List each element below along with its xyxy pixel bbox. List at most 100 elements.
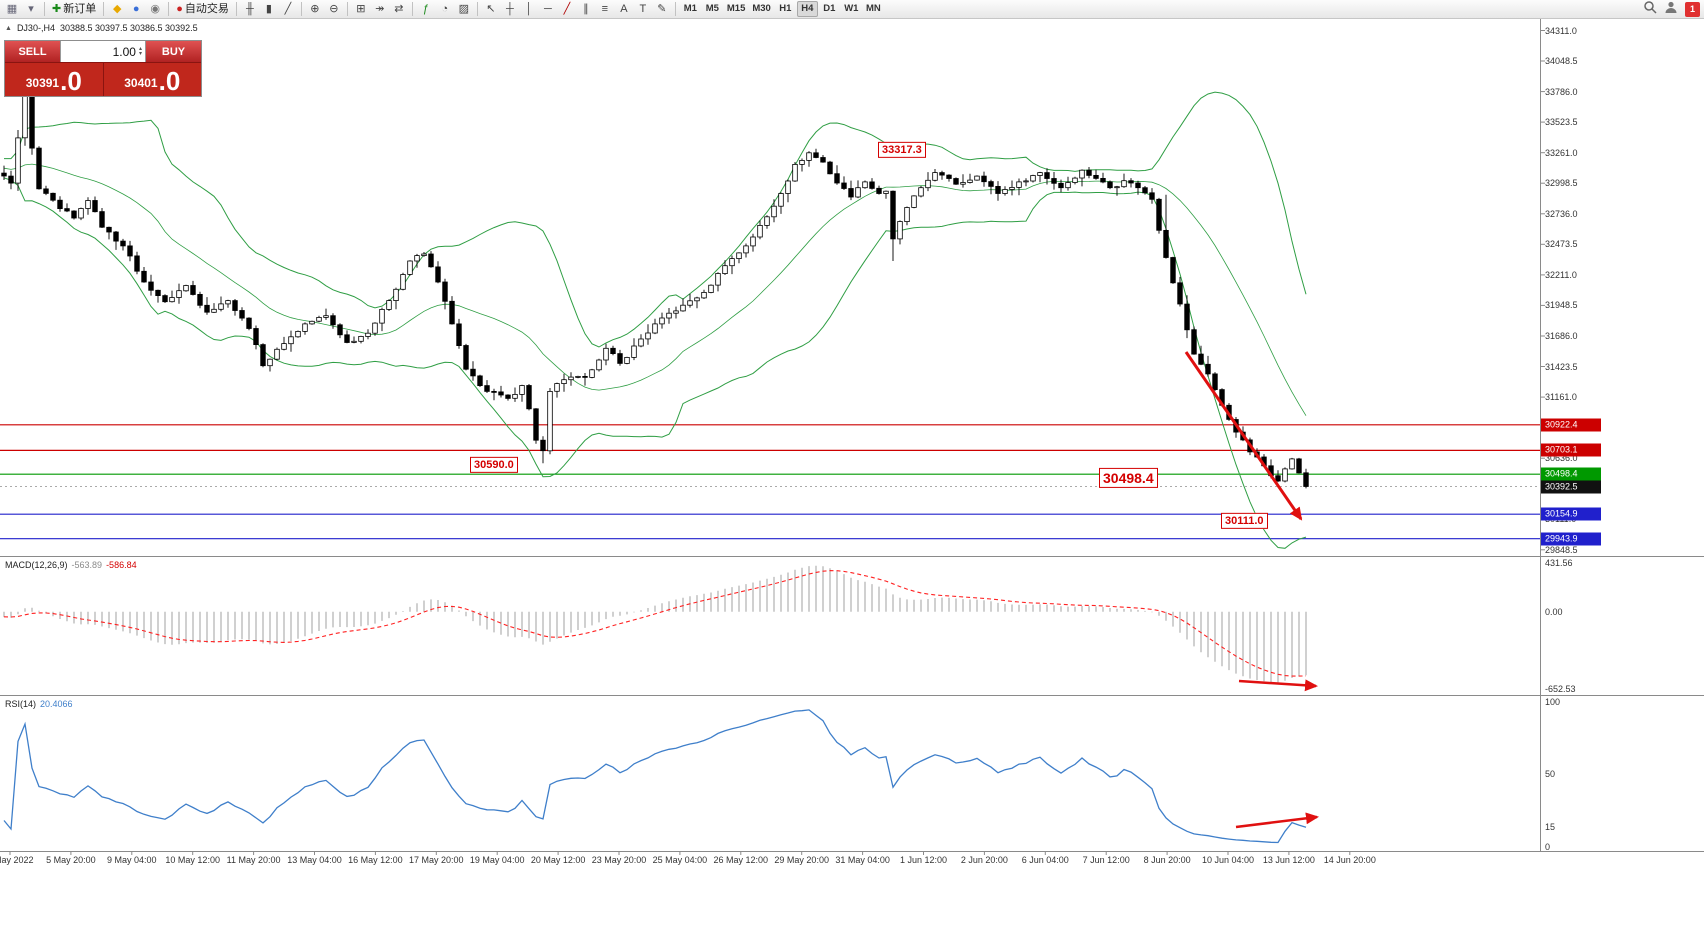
sell-price[interactable]: 30391 .0 [5,63,103,96]
toolbar-separator [674,2,676,16]
trend-arrow [1238,679,1318,692]
community-button[interactable]: ● [127,1,145,17]
horizontal-line-button[interactable]: ─ [539,1,557,17]
buy-price-main: 30401 [124,76,158,90]
periods-button[interactable]: ◔ [436,1,454,17]
metaeditor-button[interactable]: ◆ [108,1,126,17]
cursor-button[interactable]: ↖ [482,1,500,17]
tf-m5[interactable]: M5 [702,1,723,17]
vertical-line-button[interactable]: │ [520,1,538,17]
user-icon[interactable] [1664,0,1678,19]
community-icon: ● [132,2,140,15]
main-toolbar: ▦ ▾ ✚ 新订单 ◆ ● ◉ ● 自动交易 ╫ ▮ ╱ ⊕ ⊖ ⊞ ↠ ⇄ ƒ ◔ ▨ ↖ ┼ │ ─ ╱ ∥ ≡ A T ✎ M1 M5 M… [0,0,1704,19]
fibonacci-button[interactable]: ≡ [596,1,614,17]
candlestick-chart-icon: ▮ [265,2,272,15]
trend-arrow [1235,812,1319,829]
autotrading-button[interactable]: ● 自动交易 [173,1,232,17]
tf-m1[interactable]: M1 [680,1,701,17]
notification-badge[interactable]: 1 [1685,1,1700,17]
tf-m5-label: M5 [705,3,719,15]
tf-m15-label: M15 [726,3,746,15]
buy-price[interactable]: 30401 .0 [102,63,202,96]
chart-shift-button[interactable]: ⇄ [390,1,408,17]
collapse-trade-panel-arrow[interactable]: ▲ [5,24,12,32]
tf-h4[interactable]: H4 [796,1,818,17]
toolbar-separator [411,2,413,16]
tf-m30-label: M30 [752,3,771,15]
rsi-indicator-label: RSI(14) 20.4066 [5,699,73,709]
bollinger-upper-band [4,91,1307,348]
trade-panel-prices: 30391 .0 30401 .0 [5,62,201,96]
trendline-icon: ╱ [563,2,571,15]
tf-w1-label: W1 [844,3,859,15]
vertical-line-icon: │ [525,2,533,15]
rsi-line [3,709,1307,844]
toolbar-separator [476,2,478,16]
volume-value: 1.00 [112,44,136,59]
toolbar-separator [346,2,348,16]
volume-spinner[interactable]: ▴ ▾ [138,45,142,57]
data-window-icon: ◉ [150,2,161,15]
line-chart-icon: ╱ [284,2,292,15]
chart-list-button[interactable]: ▾ [22,1,40,17]
tf-h4-label: H4 [801,3,814,15]
symbol-ohlc-line: ▲ DJ30-,H4 30388.5 30397.5 30386.5 30392… [5,23,198,33]
tf-mn-label: MN [865,3,881,15]
buy-price-pips: .0 [158,66,181,96]
shapes-button[interactable]: ✎ [653,1,671,17]
macd-histogram [3,565,1307,683]
zoom-out-button[interactable]: ⊖ [325,1,343,17]
tf-mn[interactable]: MN [863,1,884,17]
zoom-in-button[interactable]: ⊕ [306,1,324,17]
rsi-name: RSI(14) [5,699,37,709]
toolbar-separator [44,2,45,16]
bollinger-middle-band [3,163,1307,416]
tf-m15[interactable]: M15 [724,1,748,17]
tf-w1[interactable]: W1 [841,1,862,17]
horizontal-line-icon: ─ [543,2,552,15]
trendline-button[interactable]: ╱ [558,1,576,17]
one-click-trading-panel: SELL 1.00 ▴ ▾ BUY 30391 .0 30401 .0 [4,40,202,97]
templates-icon: ▨ [458,2,470,15]
tile-windows-button[interactable]: ⊞ [352,1,370,17]
new-order-button[interactable]: ✚ 新订单 [49,1,99,17]
tf-m30[interactable]: M30 [749,1,773,17]
auto-scroll-button[interactable]: ↠ [371,1,389,17]
trade-panel-top-row: SELL 1.00 ▴ ▾ BUY [5,41,201,62]
channel-button[interactable]: ∥ [577,1,595,17]
tf-d1-label: D1 [823,3,836,15]
buy-button[interactable]: BUY [146,41,201,62]
candle-wicks [3,84,1307,489]
label-button[interactable]: T [634,1,652,17]
tf-d1[interactable]: D1 [819,1,840,17]
templates-button[interactable]: ▨ [455,1,473,17]
new-order-button-label: 新订单 [63,2,97,15]
macd-signal-line [3,570,1307,677]
data-window-button[interactable]: ◉ [146,1,164,17]
toolbar-separator [235,2,237,16]
cursor-icon: ↖ [486,2,496,15]
indicators-button[interactable]: ƒ [417,1,435,17]
volume-input[interactable]: 1.00 ▴ ▾ [60,41,146,62]
sell-price-main: 30391 [25,76,60,90]
macd-name: MACD(12,26,9) [5,560,68,570]
text-button[interactable]: A [615,1,633,17]
tf-h1[interactable]: H1 [775,1,796,17]
autotrading-icon: ● [176,2,183,15]
tile-windows-icon: ⊞ [356,2,366,15]
bar-chart-button[interactable]: ╫ [241,1,259,17]
periods-icon: ◔ [441,2,449,15]
ohlc-values: 30388.5 30397.5 30386.5 30392.5 [59,23,198,33]
new-order-icon: ✚ [52,2,62,15]
sell-button[interactable]: SELL [5,41,60,62]
candlestick-chart-button[interactable]: ▮ [260,1,278,17]
new-chart-button[interactable]: ▦ [3,1,21,17]
line-chart-button[interactable]: ╱ [279,1,297,17]
text-icon: A [620,2,628,15]
tf-m1-label: M1 [683,3,697,15]
crosshair-button[interactable]: ┼ [501,1,519,17]
macd-indicator-label: MACD(12,26,9) -563.89 -586.84 [5,560,137,570]
search-icon[interactable] [1643,0,1657,19]
bar-chart-icon: ╫ [245,2,254,15]
